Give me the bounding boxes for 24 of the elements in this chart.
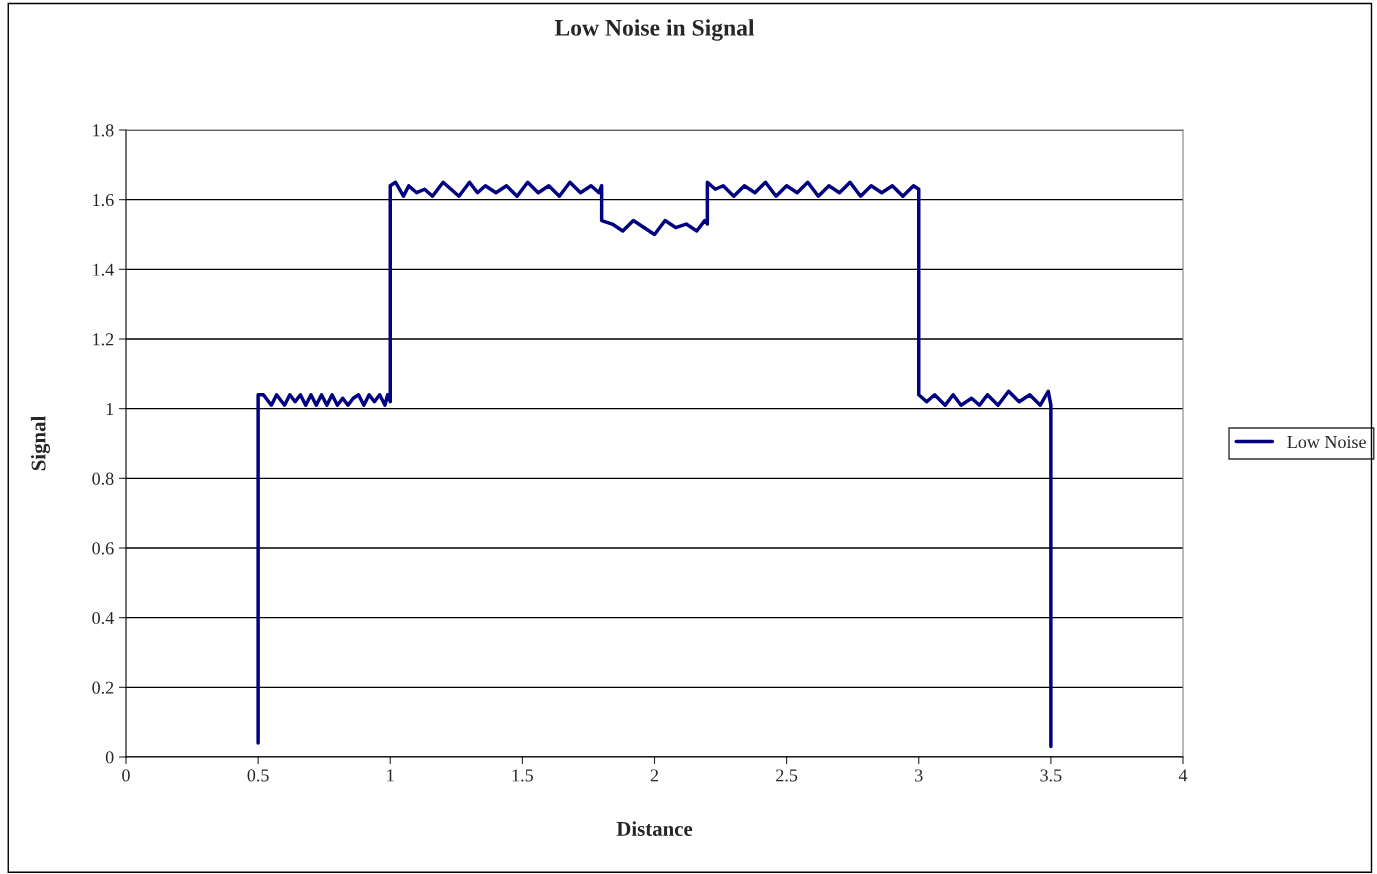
- y-tick-label: 0.6: [92, 542, 114, 555]
- y-tick-label: 1: [106, 403, 114, 415]
- x-axis-title: Distance: [616, 821, 693, 836]
- line-series: [256, 180, 1053, 749]
- y-tick-label: 1.6: [93, 193, 114, 207]
- y-tick-label: 1.2: [93, 333, 114, 346]
- y-tick-label: 0: [105, 751, 114, 764]
- x-tick-label: 2.5: [776, 769, 798, 782]
- x-tick-label: 2: [650, 769, 659, 782]
- y-tick-label: 0.2: [92, 681, 114, 694]
- x-tick-label: 1.5: [512, 769, 533, 782]
- y-axis-title: Signal: [30, 416, 50, 471]
- x-tick-label: 1: [387, 769, 394, 782]
- legend-label: Low Noise: [1287, 435, 1366, 449]
- x-tick-label: 0: [122, 769, 130, 782]
- x-tick-label: 4: [1178, 769, 1188, 782]
- y-tick-label: 0.4: [92, 611, 114, 625]
- y-tick-label: 0.8: [92, 472, 114, 485]
- y-tick-label: 1.4: [93, 263, 114, 276]
- x-tick-label: 3: [915, 769, 923, 782]
- x-tick-label: 0.5: [247, 769, 269, 782]
- x-tick-label: 3.5: [1040, 769, 1062, 782]
- y-tick-label: 1.8: [93, 124, 114, 137]
- chart-title: Low Noise in Signal: [554, 19, 755, 41]
